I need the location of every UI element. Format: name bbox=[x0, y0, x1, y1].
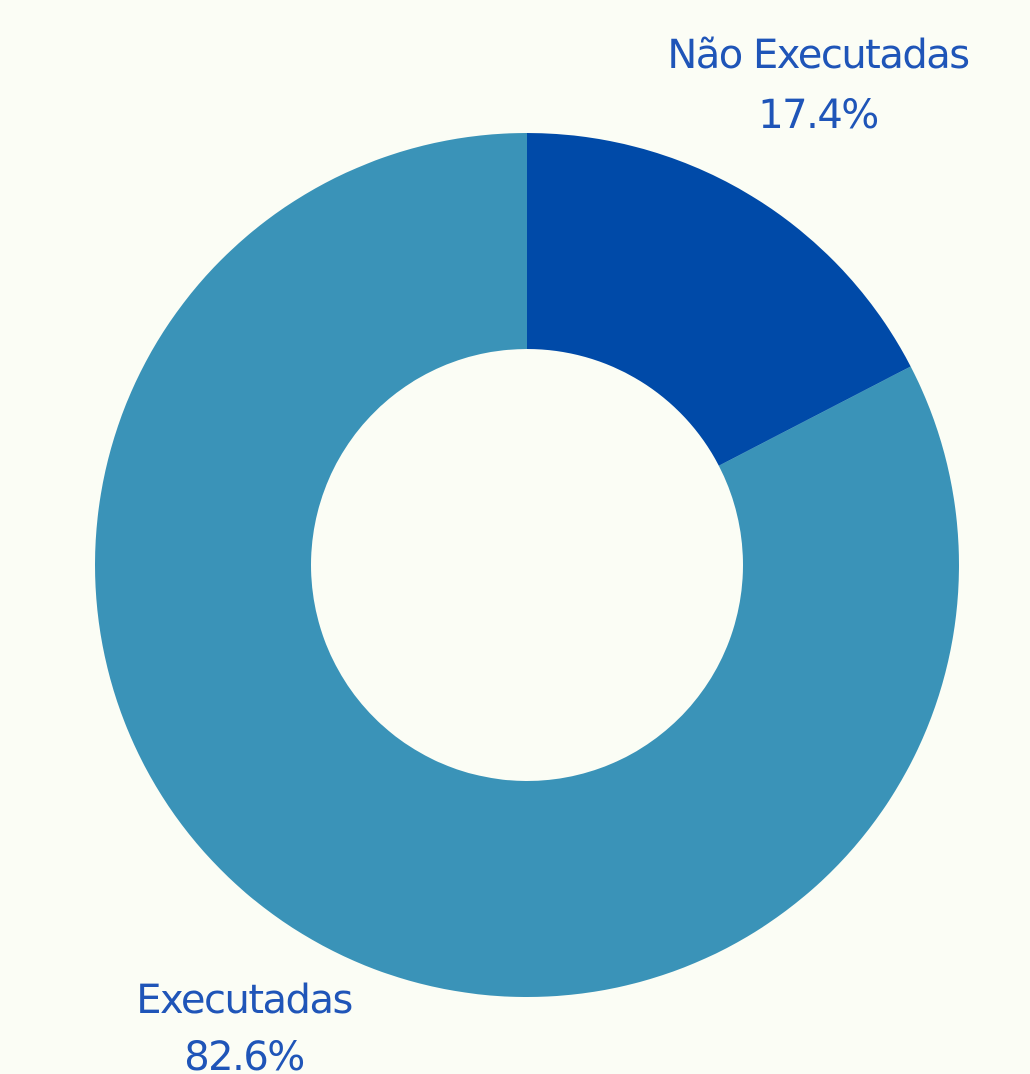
slice-value-label-executadas: 82.6% bbox=[184, 1034, 304, 1074]
chart-slices bbox=[95, 133, 960, 998]
slice-executadas bbox=[95, 133, 960, 998]
slice-value-label-nao-executadas: 17.4% bbox=[758, 92, 878, 138]
slice-label-executadas: Executadas bbox=[136, 977, 352, 1023]
slice-nao-executadas bbox=[527, 133, 911, 466]
slice-label-nao-executadas: Não Executadas bbox=[667, 32, 968, 78]
chart-labels: Não Executadas 17.4% Executadas 82.6% bbox=[136, 32, 970, 1074]
